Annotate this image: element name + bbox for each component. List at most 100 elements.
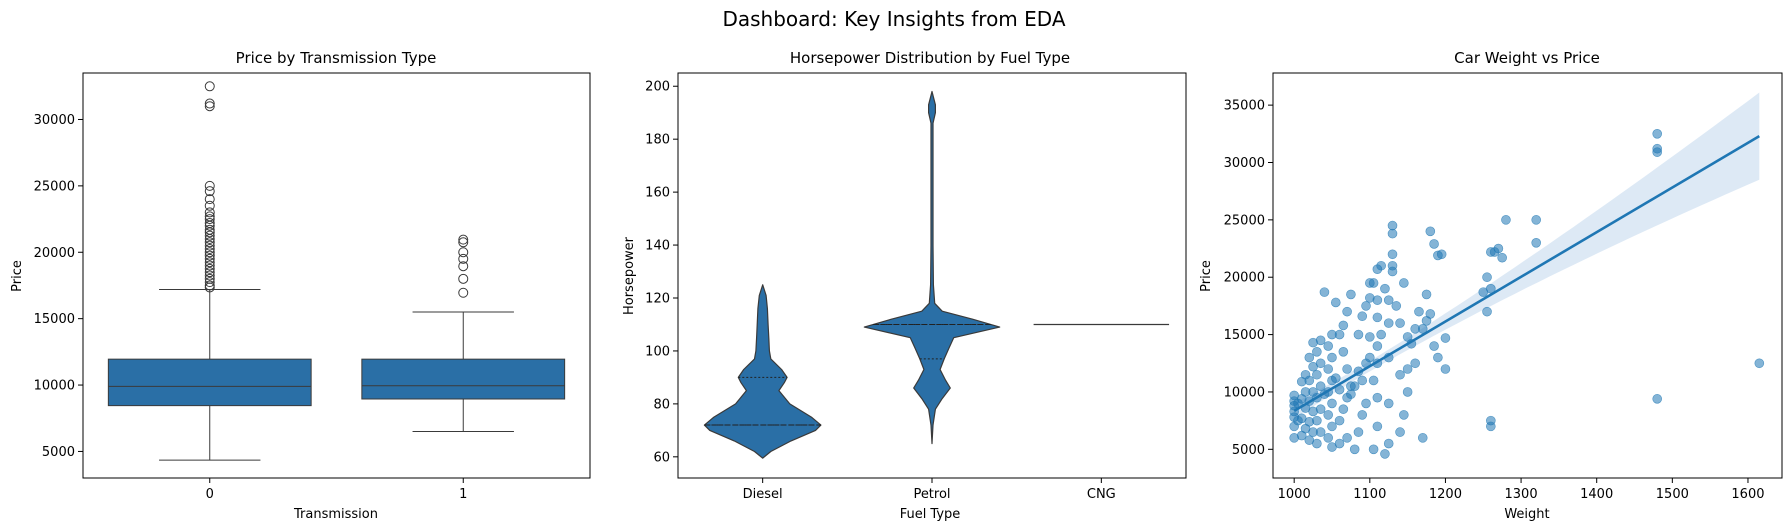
boxplot-panel: Price by Transmission Type Transmission … (10, 49, 591, 522)
scatter-point (1489, 247, 1500, 257)
y-tick-label: 15000 (34, 312, 75, 327)
y-tick-label: 10000 (1224, 385, 1265, 400)
scatter-point (1421, 316, 1432, 326)
scatter-point (1361, 398, 1371, 409)
outlier-point (204, 98, 215, 109)
y-tick-label: 20000 (34, 246, 75, 261)
scatter-point (1319, 287, 1330, 297)
scatter-point (1652, 147, 1663, 157)
outlier-point (204, 200, 215, 211)
scatter-point (1323, 433, 1334, 443)
scatter-point (1327, 421, 1337, 432)
y-tick-label: 25000 (1224, 213, 1265, 228)
scatter-point (1395, 369, 1405, 380)
scatter-point (1365, 278, 1375, 288)
y-axis-label: Price (10, 260, 25, 292)
scatter-point (1482, 272, 1492, 283)
violin-body (863, 90, 1001, 445)
scatter-point (1308, 337, 1318, 348)
outlier-point (204, 230, 215, 241)
scatter-point (1308, 361, 1318, 372)
scatter-point (1368, 444, 1379, 455)
y-tick-label: 160 (645, 186, 670, 201)
scatter-point (1315, 381, 1326, 392)
scatter-point (1433, 352, 1443, 363)
box (361, 358, 566, 400)
scatter-point (1365, 332, 1375, 342)
y-tick-label: 15000 (1224, 328, 1265, 343)
scatter-point (1323, 364, 1334, 374)
scatter-point (1387, 249, 1398, 260)
outlier-point (204, 227, 215, 238)
x-axis-label: Weight (1504, 507, 1549, 522)
outlier-point (204, 186, 215, 197)
outlier-point (204, 282, 215, 293)
outlier-point (458, 237, 469, 248)
scatter-point (1440, 333, 1451, 343)
y-tick-label: 25000 (34, 179, 75, 194)
axes-frame (82, 72, 591, 479)
y-axis-label: Price (1199, 260, 1214, 292)
scatter-point (1391, 301, 1402, 311)
x-tick-label: 1000 (1278, 487, 1311, 502)
scatter-point (1349, 444, 1360, 455)
scatter-point (1327, 398, 1337, 409)
x-tick-label: 1100 (1353, 487, 1386, 502)
outlier-point (204, 247, 215, 258)
outlier-point (458, 287, 469, 298)
scatter-point (1323, 410, 1334, 420)
scatter-point (1338, 320, 1349, 331)
scatter-point (1372, 341, 1383, 351)
outlier-point (458, 253, 469, 264)
scatter-point (1486, 421, 1496, 432)
scatter-point (1330, 297, 1341, 308)
y-tick-label: 80 (653, 397, 670, 412)
x-tick-label: 1600 (1731, 487, 1764, 502)
y-tick-label: 5000 (1232, 443, 1265, 458)
scatter-point (1349, 381, 1360, 392)
violin-panel: Horsepower Distribution by Fuel Type Fue… (622, 49, 1187, 522)
scatter-point (1383, 438, 1394, 449)
scatter-point (1372, 264, 1383, 274)
scatter-point (1380, 283, 1390, 294)
scatter-point (1531, 215, 1541, 225)
scatter-point (1334, 415, 1345, 426)
scatter-point (1323, 341, 1334, 351)
regression-line (1293, 134, 1760, 413)
outlier-point (204, 233, 215, 244)
scatter-point (1387, 266, 1398, 277)
x-tick-label: 1200 (1429, 487, 1462, 502)
scatter-point (1754, 358, 1765, 369)
y-tick-label: 120 (645, 292, 670, 307)
scatter-point (1353, 329, 1364, 340)
x-tick-label: CNG (1087, 487, 1116, 502)
scatter-point (1402, 364, 1413, 374)
scatter-point (1395, 427, 1405, 437)
scatter-point (1410, 358, 1420, 369)
x-axis-label: Transmission (293, 507, 378, 522)
outlier-point (204, 260, 215, 271)
x-tick-label: Diesel (743, 487, 783, 502)
scatter-point (1383, 295, 1394, 305)
scatter-point (1399, 278, 1409, 288)
y-tick-label: 140 (645, 239, 670, 254)
scatter-point (1421, 289, 1432, 300)
scatter-point (1372, 312, 1383, 323)
scatter-point (1425, 226, 1436, 237)
scatter-point (1478, 287, 1489, 297)
y-tick-label: 180 (645, 133, 670, 148)
outlier-point (458, 234, 469, 245)
scatter-point (1380, 449, 1390, 459)
scatter-point (1497, 252, 1507, 263)
panel-title: Horsepower Distribution by Fuel Type (790, 49, 1070, 67)
outlier-point (204, 214, 215, 225)
panel-title: Car Weight vs Price (1454, 49, 1600, 67)
scatter-point (1327, 442, 1337, 452)
scatter-point (1501, 215, 1511, 225)
scatter-point (1372, 421, 1383, 432)
outlier-point (204, 237, 215, 248)
scatter-point (1652, 129, 1663, 139)
axes-frame (1272, 72, 1783, 479)
scatter-point (1304, 435, 1315, 445)
